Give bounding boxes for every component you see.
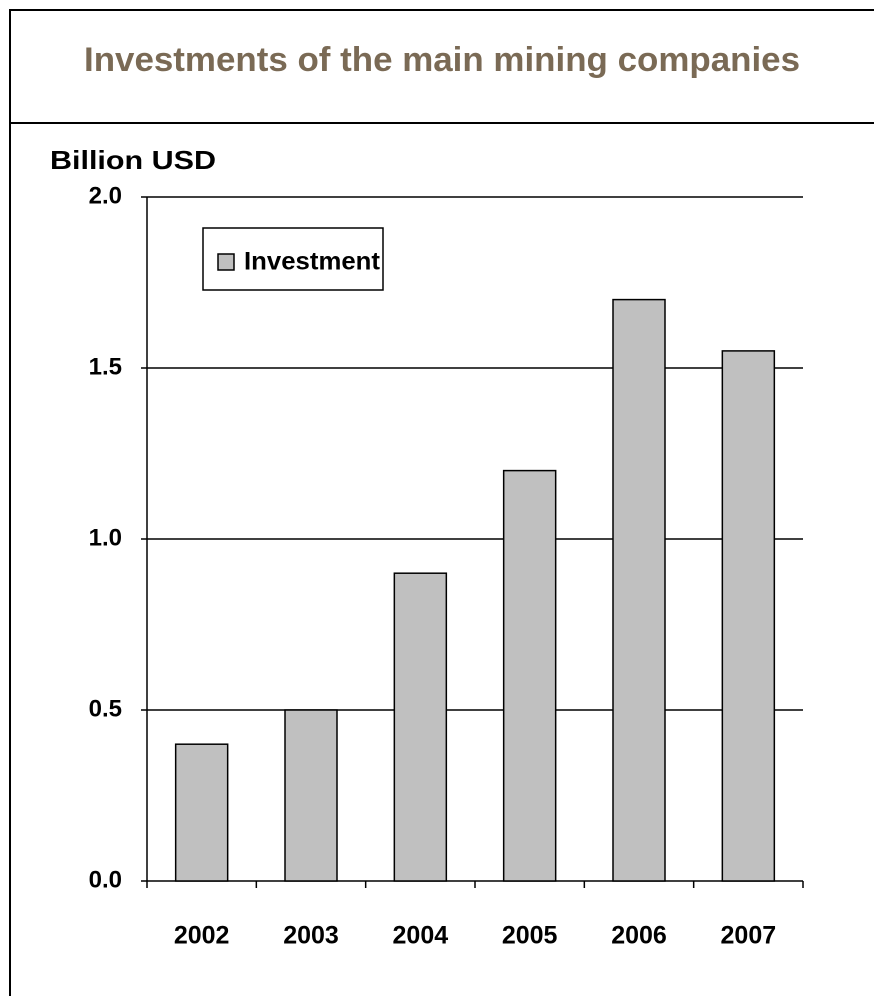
bar (502, 469, 557, 882)
x-tick-label: 2002 (174, 922, 230, 950)
frame (9, 9, 874, 996)
chart-title: Investments of the main mining companies (84, 41, 800, 79)
y-tick-label: 1.5 (89, 353, 122, 380)
y-tick-label: 1.0 (89, 524, 122, 551)
bar (612, 298, 666, 882)
x-tick-label: 2004 (393, 922, 449, 950)
y-axis-label: Billion USD (50, 145, 216, 175)
x-tick-label: 2007 (721, 922, 777, 950)
y-tick-label: 0.5 (89, 695, 122, 722)
legend-swatch (217, 253, 235, 271)
y-tick-label: 2.0 (89, 182, 122, 209)
bar (284, 709, 338, 882)
x-tick-label: 2006 (611, 922, 667, 950)
bar (721, 350, 776, 882)
legend-label: Investment (244, 248, 381, 276)
bar (174, 743, 229, 882)
y-tick-label: 0.0 (89, 866, 122, 893)
x-tick-label: 2005 (502, 922, 558, 950)
x-tick-label: 2003 (283, 922, 339, 950)
bar (393, 572, 448, 882)
